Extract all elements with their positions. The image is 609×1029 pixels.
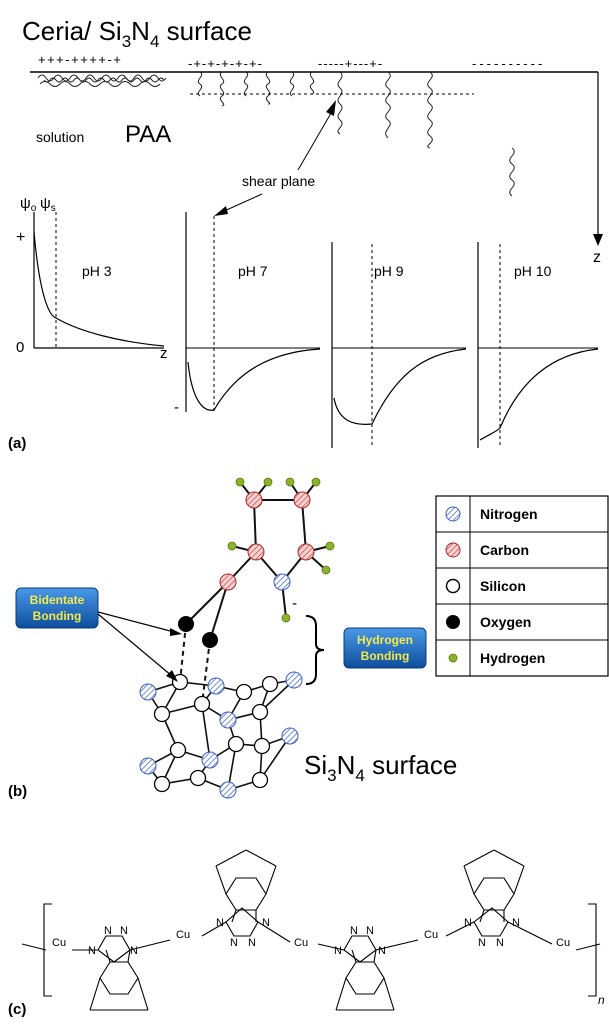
svg-text:N: N xyxy=(130,945,138,957)
hydrogen-bonding-badge xyxy=(343,627,427,669)
surface-charges-right: ---------- xyxy=(472,56,545,71)
silicon-icon xyxy=(445,578,461,594)
bidentate-arrowhead-2 xyxy=(166,670,178,682)
surface-charges-left: +++-++++-+ xyxy=(38,52,122,67)
adsorbed-polymer-blobs xyxy=(37,74,167,87)
shear-plane-label: shear plane xyxy=(242,173,315,189)
plot-ph7: - xyxy=(174,212,321,416)
panel-a-label: (a) xyxy=(8,435,26,452)
solution-label: solution xyxy=(36,129,84,145)
ph10-label: pH 10 xyxy=(514,263,552,279)
panel-b-label: (b) xyxy=(8,783,27,800)
svg-text:N: N xyxy=(378,945,386,957)
ph7-label: pH 7 xyxy=(238,263,268,279)
plot-ph9 xyxy=(331,242,467,448)
svg-text:N: N xyxy=(88,945,96,957)
nitrogen-icon xyxy=(445,506,461,522)
plot-ph3: z xyxy=(33,212,168,362)
svg-text:N: N xyxy=(478,937,486,949)
hydrogen-atoms xyxy=(227,477,335,623)
legend-nitrogen: Nitrogen xyxy=(480,506,538,522)
zero-label: 0 xyxy=(16,339,24,356)
bidentate-arrow-1 xyxy=(97,611,175,633)
bidentate-arrow-2 xyxy=(97,613,173,677)
minus-label: - xyxy=(174,399,179,416)
ring-minus-charge: - xyxy=(292,595,297,612)
legend-carbon: Carbon xyxy=(480,542,529,558)
legend-table: Nitrogen Carbon Silicon Oxygen Hydrogen xyxy=(435,495,609,677)
surface-charges-mid: -+-+-+-+-+- xyxy=(188,56,263,71)
svg-text:N: N xyxy=(464,917,472,929)
repeat-subscript: n xyxy=(598,993,605,1007)
si3n4-surface-label: Si3N4 surface xyxy=(304,750,457,785)
panel-c-labels: Cu N N N N Cu N N N N Cu N N N N Cu N N … xyxy=(8,917,605,1018)
shear-arrow-down-head xyxy=(214,206,228,216)
oxygen-atom-1 xyxy=(178,616,194,632)
carbon-icon xyxy=(445,542,461,558)
svg-text:N: N xyxy=(350,925,358,937)
svg-text:N: N xyxy=(230,937,238,949)
svg-text:Cu: Cu xyxy=(424,929,438,941)
hydrogen-bonding-line1: Hydrogen xyxy=(357,633,413,647)
triazole-unit-3 xyxy=(317,935,419,1011)
svg-text:Cu: Cu xyxy=(294,937,308,949)
psi-s-label: ψs xyxy=(40,195,56,214)
shear-arrow-up-head xyxy=(326,100,336,116)
hydrogen-bonding-line2: Bonding xyxy=(361,649,410,663)
svg-text:Cu: Cu xyxy=(52,937,66,949)
svg-text:N: N xyxy=(334,945,342,957)
svg-text:N: N xyxy=(104,925,112,937)
svg-text:N: N xyxy=(120,925,128,937)
ph3-label: pH 3 xyxy=(82,263,112,279)
svg-text:N: N xyxy=(262,917,270,929)
bidentate-arrowhead-1 xyxy=(170,628,182,636)
panel-a-title: Ceria/ Si3N4 surface xyxy=(22,16,252,51)
svg-text:Cu: Cu xyxy=(556,937,570,949)
carbon-atoms xyxy=(219,491,315,591)
plus-label: + xyxy=(16,229,25,246)
shear-arrow-down xyxy=(221,193,263,213)
bidentate-dash-1 xyxy=(179,623,187,683)
triazole-unit-1 xyxy=(72,935,171,1011)
bidentate-line1: Bidentate xyxy=(30,593,85,607)
oxygen-atom-2 xyxy=(202,632,218,648)
polymer-coils xyxy=(197,71,515,197)
ring-nitrogen-atom xyxy=(273,573,291,591)
hydrogen-icon xyxy=(448,653,458,663)
panel-b: - Bidentate Bonding xyxy=(8,477,609,800)
surface-nitrogen-atoms xyxy=(139,671,303,799)
bidentate-dash-2 xyxy=(201,639,211,705)
svg-text:N: N xyxy=(366,925,374,937)
legend-silicon: Silicon xyxy=(480,578,526,594)
z-axis-arrowhead xyxy=(593,234,603,246)
legend-hydrogen: Hydrogen xyxy=(480,650,545,666)
bidentate-line2: Bonding xyxy=(33,609,82,623)
shear-arrow-up xyxy=(297,107,335,171)
svg-text:N: N xyxy=(248,937,256,949)
triazole-unit-4 xyxy=(445,849,553,945)
svg-text:Cu: Cu xyxy=(176,929,190,941)
bidentate-badge xyxy=(15,587,99,629)
psi-o-label: ψo xyxy=(20,195,37,214)
hydrogen-brace xyxy=(305,615,325,685)
legend-oxygen: Oxygen xyxy=(480,614,531,630)
surface-bonds xyxy=(147,679,295,791)
panel-c xyxy=(21,849,601,1011)
svg-text:N: N xyxy=(216,917,224,929)
plot-ph10 xyxy=(477,242,599,448)
paa-label: PAA xyxy=(125,121,171,148)
ph9-label: pH 9 xyxy=(374,263,404,279)
z-axis-label-ph3: z xyxy=(160,345,168,362)
surface-charges-mid2: -----+---+- xyxy=(318,56,383,71)
oxygen-icon xyxy=(446,615,460,629)
svg-text:N: N xyxy=(512,917,520,929)
triazole-unit-2 xyxy=(201,849,291,943)
panel-a: Ceria/ Si3N4 surface +++-++++-+ -+-+-+-+… xyxy=(8,16,603,452)
surface-silicon-atoms xyxy=(153,673,279,793)
right-bracket xyxy=(588,903,597,997)
panel-c-label: (c) xyxy=(8,1001,26,1018)
z-axis-right-label: z xyxy=(593,249,601,266)
svg-text:N: N xyxy=(496,937,504,949)
